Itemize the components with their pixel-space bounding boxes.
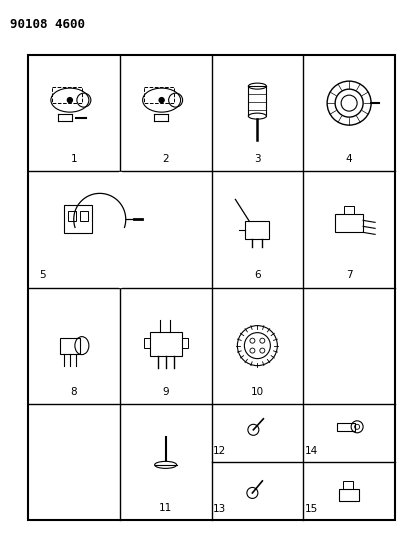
Text: 10: 10 <box>251 387 264 397</box>
Bar <box>344 206 354 214</box>
Bar <box>144 87 174 103</box>
Circle shape <box>159 98 164 103</box>
Text: 5: 5 <box>40 271 46 280</box>
Text: 9: 9 <box>162 387 169 397</box>
Text: 3: 3 <box>254 154 261 164</box>
Bar <box>60 337 80 353</box>
Text: 90108 4600: 90108 4600 <box>10 18 85 31</box>
Text: 8: 8 <box>70 387 77 397</box>
Bar <box>150 332 182 356</box>
Ellipse shape <box>155 462 177 469</box>
Text: 2: 2 <box>162 154 169 164</box>
Bar <box>119 172 121 287</box>
Text: 11: 11 <box>159 503 172 513</box>
Bar <box>339 489 359 501</box>
Text: 12: 12 <box>213 446 226 456</box>
Bar <box>245 221 269 239</box>
Text: 6: 6 <box>254 271 261 280</box>
Text: 13: 13 <box>213 504 226 514</box>
Bar <box>182 337 188 348</box>
Ellipse shape <box>248 113 266 119</box>
Text: 4: 4 <box>346 154 352 164</box>
Bar <box>335 214 363 232</box>
Text: 14: 14 <box>304 446 318 456</box>
Bar <box>64 205 92 233</box>
Text: 1: 1 <box>70 154 77 164</box>
Bar <box>343 481 353 489</box>
Text: 15: 15 <box>304 504 318 514</box>
Bar <box>28 55 395 520</box>
Bar <box>68 212 76 221</box>
Bar <box>80 212 88 221</box>
Bar <box>52 87 82 103</box>
Bar <box>144 337 150 348</box>
Text: 7: 7 <box>346 271 352 280</box>
Circle shape <box>341 95 357 111</box>
Bar <box>337 423 355 431</box>
Circle shape <box>68 98 72 103</box>
